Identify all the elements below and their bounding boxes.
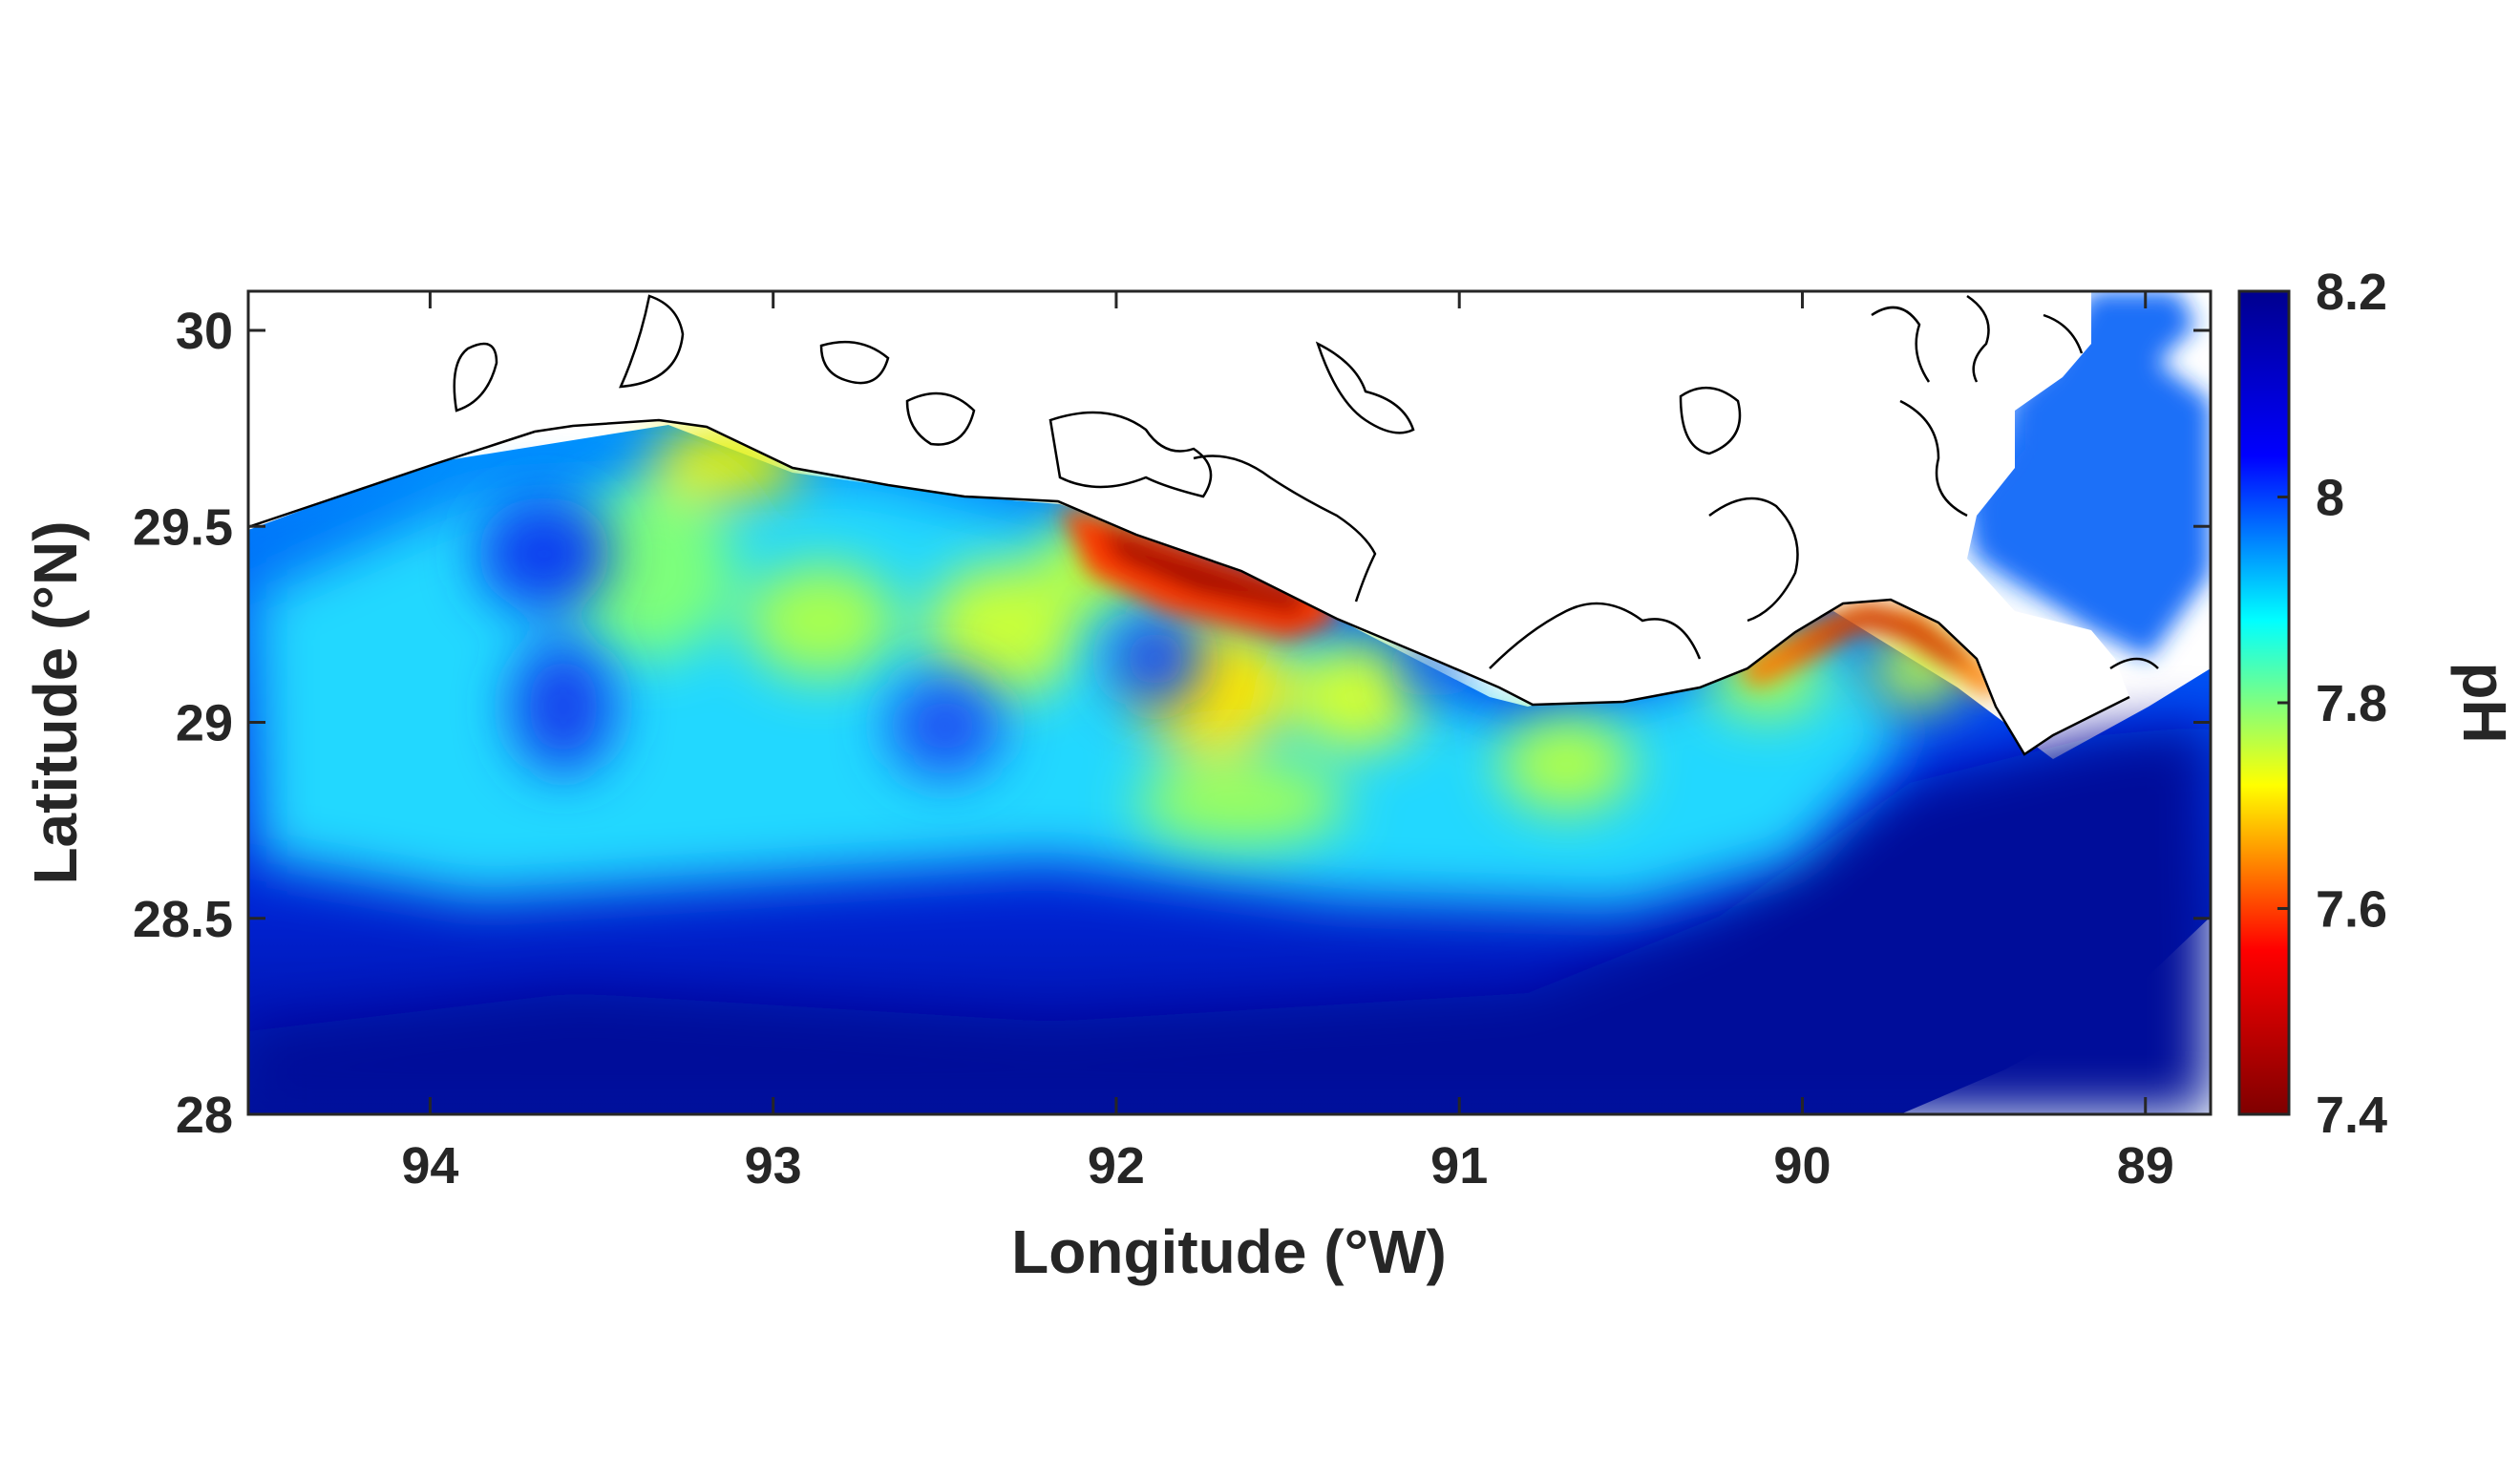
y-tick-label: 28.5 bbox=[133, 891, 233, 948]
x-tick-label: 93 bbox=[745, 1137, 802, 1195]
low-ph-zone-delta bbox=[1738, 600, 2005, 697]
colorbar-tick-label: 7.6 bbox=[2316, 881, 2387, 939]
y-axis-title: Latitude (°N) bbox=[21, 520, 90, 884]
y-tick-label: 28 bbox=[176, 1087, 233, 1144]
plot-frame bbox=[246, 289, 2213, 1116]
y-tick-label: 29 bbox=[176, 695, 233, 752]
y-tick-label: 29.5 bbox=[133, 498, 233, 556]
y-tick-label: 30 bbox=[176, 303, 233, 360]
colorbar-tick-label: 7.4 bbox=[2316, 1087, 2387, 1144]
colorbar-tick-label: 8.2 bbox=[2316, 264, 2387, 321]
x-tick-label: 91 bbox=[1430, 1137, 1488, 1195]
y-axis: 28 28.5 29 29.5 30 bbox=[133, 303, 2211, 1144]
coastline bbox=[248, 294, 2159, 756]
x-tick-label: 94 bbox=[401, 1137, 458, 1195]
low-ph-zone-atchafalaya bbox=[1060, 506, 1337, 640]
colorbar-ticks: 7.4 7.6 7.8 8 8.2 bbox=[2277, 264, 2387, 1144]
x-axis: 94 93 92 91 90 89 bbox=[401, 291, 2174, 1195]
x-tick-label: 92 bbox=[1088, 1137, 1145, 1195]
ph-heatmap bbox=[248, 291, 2211, 1114]
land bbox=[248, 291, 2129, 754]
x-axis-title: Longitude (°W) bbox=[1011, 1217, 1447, 1286]
deep-water bbox=[248, 726, 2211, 1114]
eastern-sound bbox=[1972, 291, 2211, 659]
colorbar-label: pH bbox=[2450, 662, 2519, 743]
colorbar-tick-label: 7.8 bbox=[2316, 675, 2387, 732]
x-tick-label: 90 bbox=[1773, 1137, 1831, 1195]
x-tick-label: 89 bbox=[2117, 1137, 2174, 1195]
colorbar-tick-label: 8 bbox=[2316, 470, 2344, 527]
